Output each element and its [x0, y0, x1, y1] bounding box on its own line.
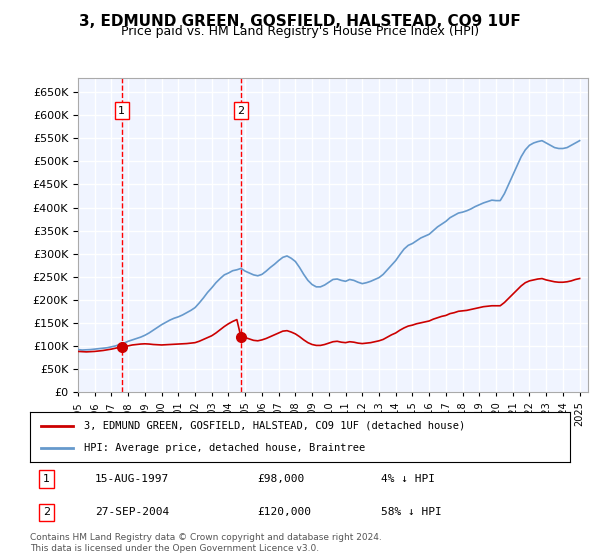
Text: £120,000: £120,000	[257, 507, 311, 517]
Text: 3, EDMUND GREEN, GOSFIELD, HALSTEAD, CO9 1UF: 3, EDMUND GREEN, GOSFIELD, HALSTEAD, CO9…	[79, 14, 521, 29]
Text: 4% ↓ HPI: 4% ↓ HPI	[381, 474, 435, 484]
Text: 58% ↓ HPI: 58% ↓ HPI	[381, 507, 442, 517]
Text: 2: 2	[238, 106, 244, 116]
Text: 3, EDMUND GREEN, GOSFIELD, HALSTEAD, CO9 1UF (detached house): 3, EDMUND GREEN, GOSFIELD, HALSTEAD, CO9…	[84, 421, 465, 431]
Text: HPI: Average price, detached house, Braintree: HPI: Average price, detached house, Brai…	[84, 443, 365, 453]
Text: 1: 1	[118, 106, 125, 116]
Text: Price paid vs. HM Land Registry's House Price Index (HPI): Price paid vs. HM Land Registry's House …	[121, 25, 479, 38]
Text: Contains HM Land Registry data © Crown copyright and database right 2024.
This d: Contains HM Land Registry data © Crown c…	[30, 533, 382, 553]
Text: 27-SEP-2004: 27-SEP-2004	[95, 507, 169, 517]
Text: 2: 2	[43, 507, 50, 517]
Text: 15-AUG-1997: 15-AUG-1997	[95, 474, 169, 484]
Text: £98,000: £98,000	[257, 474, 304, 484]
Text: 1: 1	[43, 474, 50, 484]
